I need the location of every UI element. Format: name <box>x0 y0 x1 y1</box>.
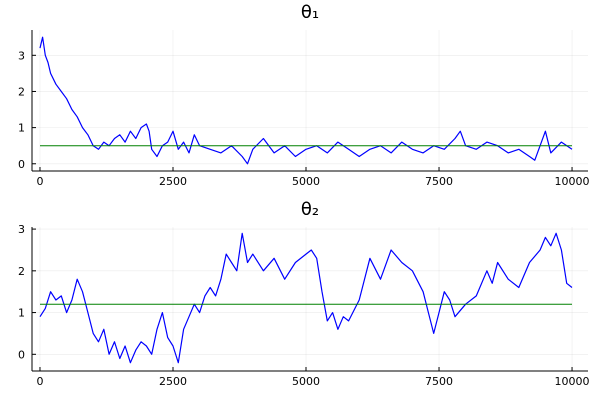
theta-1-y-tick-label: 3 <box>18 49 25 62</box>
theta-2-title: θ₂ <box>301 199 319 220</box>
theta-2-x-tick-label: 7500 <box>425 375 453 388</box>
theta-2-y-tick-label: 3 <box>18 223 25 236</box>
theta-2-panel: 0 2500 5000 7500 10000 0 1 2 3 θ₂ <box>18 199 590 388</box>
theta-2-x-tick-label: 2500 <box>159 375 187 388</box>
theta-1-title: θ₁ <box>301 2 319 23</box>
theta-1-x-tick-label: 7500 <box>425 175 453 188</box>
theta-1-x-tick-label: 2500 <box>159 175 187 188</box>
theta-1-y-tick-label: 0 <box>18 158 25 171</box>
theta-2-x-tick-label: 5000 <box>292 375 320 388</box>
theta-1-y-tick-label: 2 <box>18 85 25 98</box>
theta-1-x-tick-label: 5000 <box>292 175 320 188</box>
theta-2-y-tick-label: 0 <box>18 348 25 361</box>
theta-1-ticks: 0 2500 5000 7500 10000 0 1 2 3 <box>18 49 590 188</box>
theta-2-series <box>39 232 573 364</box>
theta-2-x-tick-label: 0 <box>36 375 43 388</box>
theta-1-grid <box>32 30 588 171</box>
theta-2-x-tick-label: 10000 <box>555 375 590 388</box>
theta-1-series <box>39 36 573 165</box>
theta-2-trace-line <box>39 232 573 364</box>
theta-2-y-tick-label: 1 <box>18 307 25 320</box>
theta-1-y-tick-label: 1 <box>18 122 25 135</box>
theta-2-y-tick-label: 2 <box>18 265 25 278</box>
theta-1-x-tick-label: 0 <box>36 175 43 188</box>
theta-2-grid <box>32 227 588 371</box>
theta-2-ticks: 0 2500 5000 7500 10000 0 1 2 3 <box>18 223 590 388</box>
theta-1-panel: 0 2500 5000 7500 10000 0 1 2 3 θ₁ <box>18 2 590 188</box>
theta-1-x-tick-label: 10000 <box>555 175 590 188</box>
